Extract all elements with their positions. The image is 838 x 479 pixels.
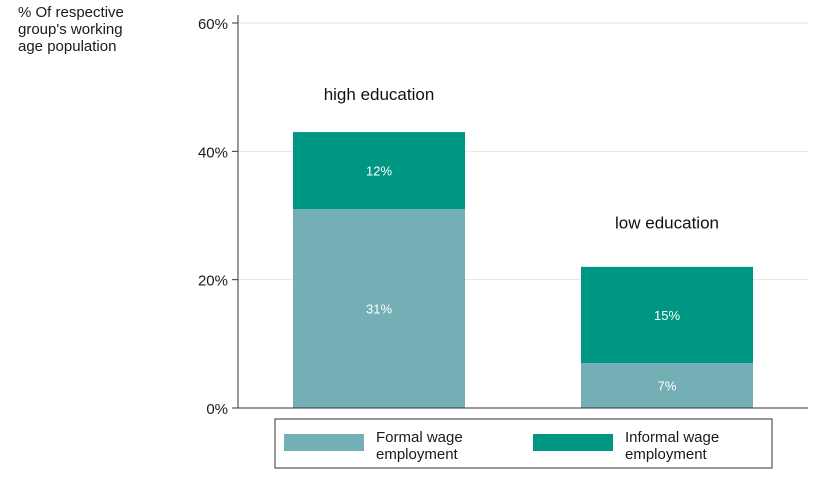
legend-label: employment [625,446,708,463]
data-label: 7% [658,379,677,394]
y-tick-label: 0% [206,401,228,418]
data-label: 12% [366,164,392,179]
y-axis: 0% 20% 40% 60% [198,15,808,418]
legend-label: employment [376,446,459,463]
bars: 31% 12% 7% 15% [293,132,753,408]
bar-segment [581,266,753,364]
category-label: high education [324,85,435,104]
legend-label: Formal wage [376,429,463,446]
bar-segment [293,209,465,408]
legend-swatch [533,434,613,451]
y-axis-title-line: group's working [18,21,123,38]
legend-label: Informal wage [625,429,719,446]
y-tick-label: 20% [198,273,228,290]
legend-swatch [284,434,364,451]
data-label: 31% [366,302,392,317]
data-label: 15% [654,308,680,323]
category-labels: high education low education [324,85,719,232]
y-tick-label: 60% [198,16,228,33]
bar-segment [581,363,753,408]
bar-segment [293,132,465,210]
category-label: low education [615,213,719,232]
y-axis-title-line: age population [18,38,116,55]
y-tick-label: 40% [198,144,228,161]
y-axis-title-line: % Of respective [18,4,124,21]
